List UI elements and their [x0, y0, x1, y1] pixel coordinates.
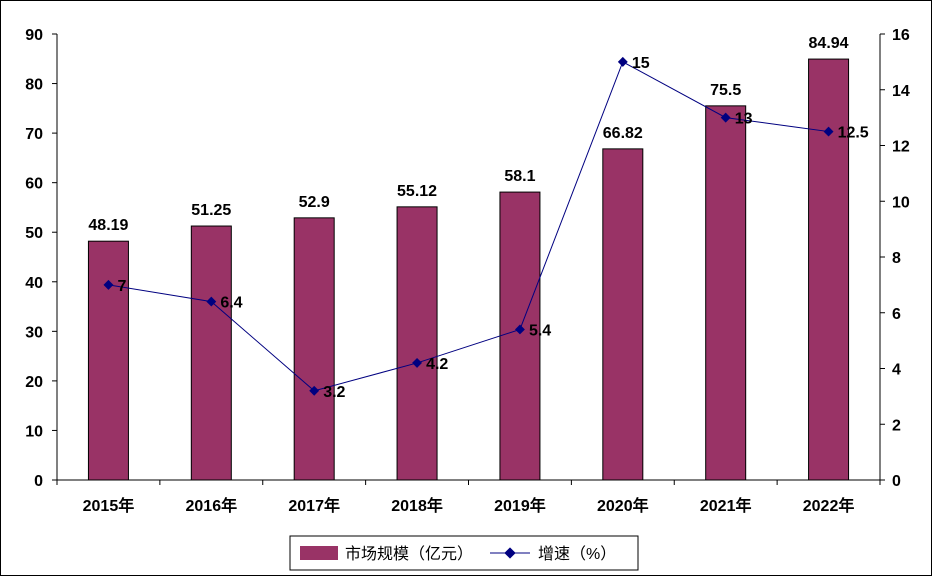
- growth-value-label: 6.4: [220, 295, 242, 312]
- axes: 0 10 20 30 40 50 60 70 80 90 0 2 4 6 8 10 12 14 16 2015年 201…: [25, 27, 910, 515]
- growth-point: [309, 385, 320, 396]
- bar: [293, 217, 335, 481]
- x-tick-label: 2017年: [288, 496, 340, 515]
- y-right-tick-label: 0: [892, 473, 901, 490]
- bar: [396, 206, 438, 481]
- y-left-tick-label: 10: [25, 423, 43, 440]
- growth-line: [108, 61, 829, 392]
- x-tick-label: 2022年: [803, 496, 855, 515]
- growth-value-label: 3.2: [323, 384, 345, 401]
- growth-point: [720, 112, 731, 123]
- legend-line-marker: [504, 547, 516, 559]
- growth-value-label: 15: [632, 55, 650, 72]
- bar-value-label: 55.12: [397, 183, 437, 200]
- growth-point: [412, 357, 423, 368]
- bar: [602, 148, 644, 481]
- y-left-tick-label: 90: [25, 27, 43, 44]
- y-right-tick-label: 14: [892, 83, 910, 100]
- y-left-tick-label: 50: [25, 225, 43, 242]
- growth-line-layer: 7 6.4 3.2 4.2 5.4 15 13 12.5: [103, 55, 869, 401]
- x-tick-label: 2021年: [700, 496, 752, 515]
- bar: [499, 191, 541, 481]
- bar-value-label: 51.25: [191, 202, 231, 219]
- y-right-tick-label: 12: [892, 139, 910, 156]
- legend-bar-label: 市场规模（亿元）: [345, 545, 473, 563]
- growth-value-label: 7: [117, 278, 126, 295]
- legend-box: [289, 535, 639, 571]
- legend-line-label: 增速（%）: [538, 545, 616, 563]
- y-right-tick-label: 2: [892, 417, 901, 434]
- bar: [190, 225, 232, 481]
- y-left-tick-label: 60: [25, 176, 43, 193]
- y-left-tick-label: 20: [25, 374, 43, 391]
- y-right-tick-label: 6: [892, 306, 901, 323]
- growth-point: [206, 296, 217, 307]
- bar-value-label: 48.19: [88, 217, 128, 234]
- legend-bar-swatch: [300, 546, 338, 560]
- x-tick-label: 2015年: [83, 496, 135, 515]
- growth-point: [823, 126, 834, 137]
- bar-value-label: 75.5: [710, 82, 741, 99]
- bar-value-label: 52.9: [299, 194, 330, 211]
- x-tick-label: 2020年: [597, 496, 649, 515]
- growth-point: [514, 324, 525, 335]
- bar-value-label: 66.82: [603, 125, 643, 142]
- y-right-tick-label: 4: [892, 362, 901, 379]
- growth-value-label: 13: [735, 111, 753, 128]
- y-right-tick-label: 8: [892, 250, 901, 267]
- y-left-tick-label: 30: [25, 324, 43, 341]
- growth-value-label: 5.4: [529, 322, 551, 339]
- legend: 市场规模（亿元） 增速（%）: [289, 535, 639, 571]
- growth-value-label: 12.5: [838, 125, 869, 142]
- y-right-tick-label: 10: [892, 194, 910, 211]
- x-tick-label: 2016年: [186, 496, 238, 515]
- bar: [808, 58, 850, 481]
- y-left-tick-label: 70: [25, 126, 43, 143]
- growth-value-label: 4.2: [426, 356, 448, 373]
- bar: [705, 105, 747, 481]
- y-left-tick-label: 80: [25, 77, 43, 94]
- x-tick-label: 2019年: [494, 496, 546, 515]
- y-left-tick-label: 0: [34, 473, 43, 490]
- growth-point: [617, 56, 628, 67]
- bar-value-label: 84.94: [809, 35, 849, 52]
- bars: [87, 58, 850, 481]
- bar-value-label: 58.1: [504, 168, 535, 185]
- y-right-tick-label: 16: [892, 27, 910, 44]
- bar-labels: 48.19 51.25 52.9 55.12 58.1 66.82 75.5 84.94: [88, 35, 848, 234]
- y-left-tick-label: 40: [25, 275, 43, 292]
- x-tick-label: 2018年: [391, 496, 443, 515]
